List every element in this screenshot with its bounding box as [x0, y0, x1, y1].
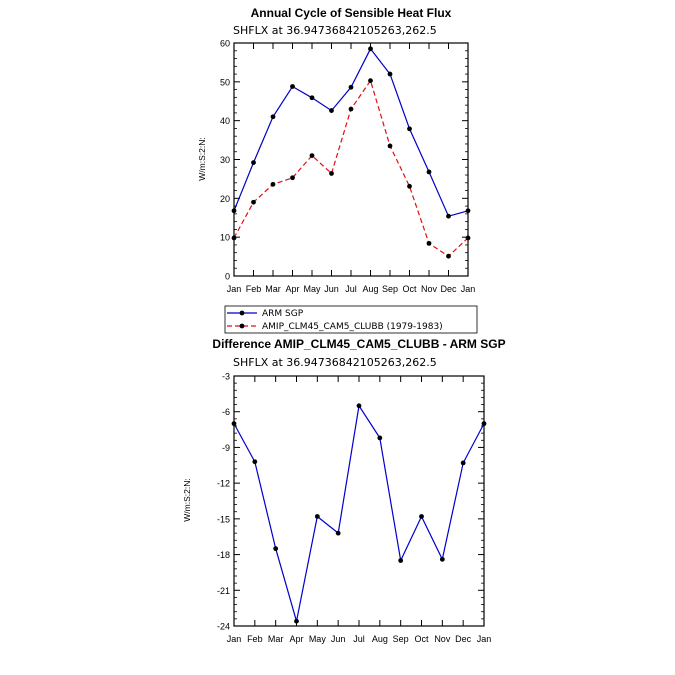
top-series-0-point — [290, 84, 295, 89]
bottom-xtick-label: Jan — [477, 634, 492, 644]
top-ytick-label: 10 — [220, 233, 230, 243]
top-series-0-point — [426, 169, 432, 175]
top-series-line-0 — [233, 47, 469, 217]
top-ytick-label: 0 — [225, 272, 230, 282]
legend-marker-amip — [239, 323, 245, 329]
legend: ARM SGP AMIP_CLM45_CAM5_CLUBB (1979-1983… — [224, 305, 478, 334]
top-series-1-point — [368, 78, 373, 84]
top-chart-ylabel: W/m:S:2:N: — [197, 137, 207, 180]
top-series-0-point — [407, 126, 412, 132]
top-series-1-point — [426, 240, 432, 246]
bottom-ytick-label: -18 — [217, 550, 230, 560]
bottom-xtick-label: Apr — [289, 634, 303, 644]
bottom-plot-frame — [233, 375, 485, 627]
bottom-ytick-label: -15 — [217, 514, 230, 524]
bottom-xtick-label: Feb — [247, 634, 263, 644]
bottom-series-0-point — [398, 558, 404, 563]
top-chart-title: Annual Cycle of Sensible Heat Flux — [251, 6, 452, 20]
bottom-xtick-label: Aug — [372, 634, 388, 644]
top-xtick-label: Dec — [440, 284, 457, 294]
top-series-1-point — [251, 199, 256, 205]
bottom-chart-ylabel: W/m:S:2:N: — [182, 478, 192, 521]
top-series-1-point — [231, 235, 237, 241]
bottom-series-0-point — [335, 530, 341, 536]
legend-label-amip: AMIP_CLM45_CAM5_CLUBB (1979-1983) — [262, 322, 443, 332]
top-xtick-label: Mar — [265, 284, 281, 294]
top-xtick-label: Sep — [382, 284, 398, 294]
bottom-ytick-label: -6 — [222, 407, 230, 417]
top-series-0-point — [270, 114, 276, 120]
top-xtick-label: Jun — [324, 284, 339, 294]
top-series-0-point — [387, 71, 393, 77]
bottom-series-0-point — [231, 421, 237, 427]
top-series-1-point — [387, 143, 393, 149]
top-plot-area: 0 10 20 30 40 50 60 Jan Feb Mar Apr May Jun Jul Aug Sep… — [220, 39, 475, 295]
top-series-0-point — [465, 208, 471, 214]
top-xtick-label: Aug — [362, 284, 378, 294]
bottom-plot-area: -24 -21 -18 -15 -12 -9 -6 -3 Jan Feb Mar Apr May Jun J… — [217, 372, 491, 645]
bottom-series-0-point — [460, 460, 466, 466]
top-series-1-point — [407, 183, 412, 189]
top-xtick-label: Nov — [421, 284, 438, 294]
top-series-1-point — [290, 175, 295, 181]
bottom-series-0-point — [419, 514, 424, 519]
top-ytick-label: 30 — [220, 155, 230, 165]
legend-box — [224, 305, 478, 334]
bottom-xtick-label: Mar — [268, 634, 284, 644]
bottom-ytick-label: -12 — [217, 479, 230, 489]
bottom-xtick-label: Jan — [227, 634, 242, 644]
top-series-0-point — [309, 95, 315, 101]
legend-label-arm-sgp: ARM SGP — [262, 309, 304, 319]
bottom-series-0-point — [314, 514, 320, 519]
legend-marker-arm-sgp — [239, 310, 245, 316]
top-series-0-point — [348, 84, 354, 90]
top-series-0-point — [446, 213, 451, 219]
bottom-series-0-point — [252, 459, 258, 465]
bottom-series-0-point — [481, 421, 487, 427]
top-ytick-label: 40 — [220, 116, 230, 126]
top-series-1-point — [446, 253, 451, 259]
bottom-chart-title: Difference AMIP_CLM45_CAM5_CLUBB - ARM S… — [212, 337, 505, 351]
top-series-1-point — [309, 153, 315, 159]
top-ytick-label: 60 — [220, 39, 230, 49]
top-xtick-label: Jul — [345, 284, 357, 294]
bottom-series-line-0 — [233, 404, 485, 622]
top-ytick-label: 20 — [220, 194, 230, 204]
bottom-xtick-label: Nov — [434, 634, 451, 644]
bottom-xtick-label: Jul — [353, 634, 365, 644]
bottom-xtick-label: Dec — [455, 634, 472, 644]
bottom-xtick-label: Oct — [414, 634, 429, 644]
top-series-0-point — [329, 108, 334, 113]
top-series-1-point — [329, 171, 334, 176]
bottom-xtick-label: May — [309, 634, 327, 644]
bottom-xtick-label: Jun — [331, 634, 346, 644]
bottom-series-0-point — [439, 556, 445, 562]
bottom-series-0-point — [273, 546, 279, 552]
top-xtick-label: Feb — [246, 284, 262, 294]
top-series-0-point — [231, 208, 237, 214]
top-plot-frame — [233, 42, 469, 277]
top-series-1-point — [270, 181, 276, 187]
bottom-ytick-label: -24 — [217, 622, 230, 632]
top-xtick-label: Apr — [285, 284, 299, 294]
top-xtick-label: Jan — [461, 284, 476, 294]
bottom-ytick-label: -9 — [222, 443, 230, 453]
bottom-xtick-label: Sep — [393, 634, 409, 644]
top-xtick-label: Jan — [227, 284, 242, 294]
top-chart-subtitle: SHFLX at 36.94736842105263,262.5 — [233, 24, 437, 37]
top-xtick-label: Oct — [402, 284, 417, 294]
bottom-chart-subtitle: SHFLX at 36.94736842105263,262.5 — [233, 356, 437, 369]
top-series-0-point — [251, 160, 256, 166]
bottom-series-0-point — [377, 435, 383, 441]
bottom-series-0-point — [356, 403, 362, 409]
top-series-0-point — [368, 46, 373, 52]
bottom-ytick-label: -3 — [222, 372, 230, 382]
top-series-1-point — [465, 235, 471, 241]
top-xtick-label: May — [303, 284, 321, 294]
top-ytick-label: 50 — [220, 77, 230, 87]
bottom-series-0-point — [294, 618, 299, 624]
top-series-1-point — [348, 106, 354, 112]
bottom-ytick-label: -21 — [217, 586, 230, 596]
